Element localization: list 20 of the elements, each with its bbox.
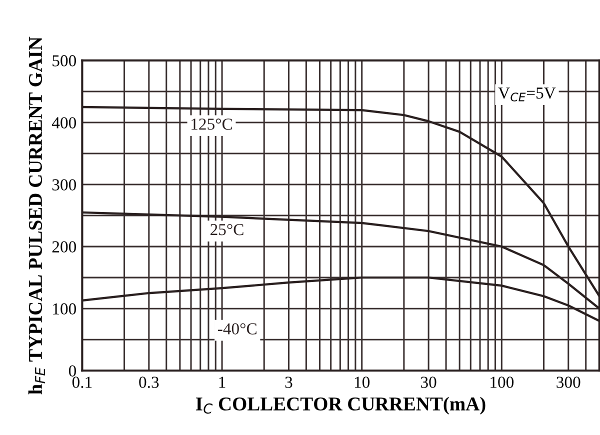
x-tick-label: 300 <box>556 376 580 388</box>
y-tick-label: 0 <box>68 365 76 377</box>
y-axis-title: h$_{FE}$ TYPICAL PULSED CURRENT GAIN <box>28 36 46 394</box>
annotation: V$_{CE}$=5V <box>498 88 556 102</box>
y-tick-label: 500 <box>52 55 76 66</box>
x-tick-label: 3 <box>285 376 292 388</box>
x-axis-title: I$_{C}$ COLLECTOR CURRENT(mA) <box>196 396 486 414</box>
series-label: 125°C <box>192 118 232 130</box>
x-tick-label: 0.1 <box>72 376 92 388</box>
y-tick-label: 400 <box>52 117 76 128</box>
y-tick-label: 100 <box>53 303 76 315</box>
x-tick-label: 10 <box>354 376 370 388</box>
y-tick-label: 200 <box>52 241 76 253</box>
x-tick-label: 100 <box>490 376 514 388</box>
x-tick-label: 1 <box>219 376 226 388</box>
series-label: 25°C <box>210 224 244 236</box>
y-tick-label: 300 <box>52 179 76 190</box>
x-tick-label: 0.3 <box>139 376 159 388</box>
text: -40°C <box>218 323 256 334</box>
x-tick-label: 30 <box>421 376 436 388</box>
